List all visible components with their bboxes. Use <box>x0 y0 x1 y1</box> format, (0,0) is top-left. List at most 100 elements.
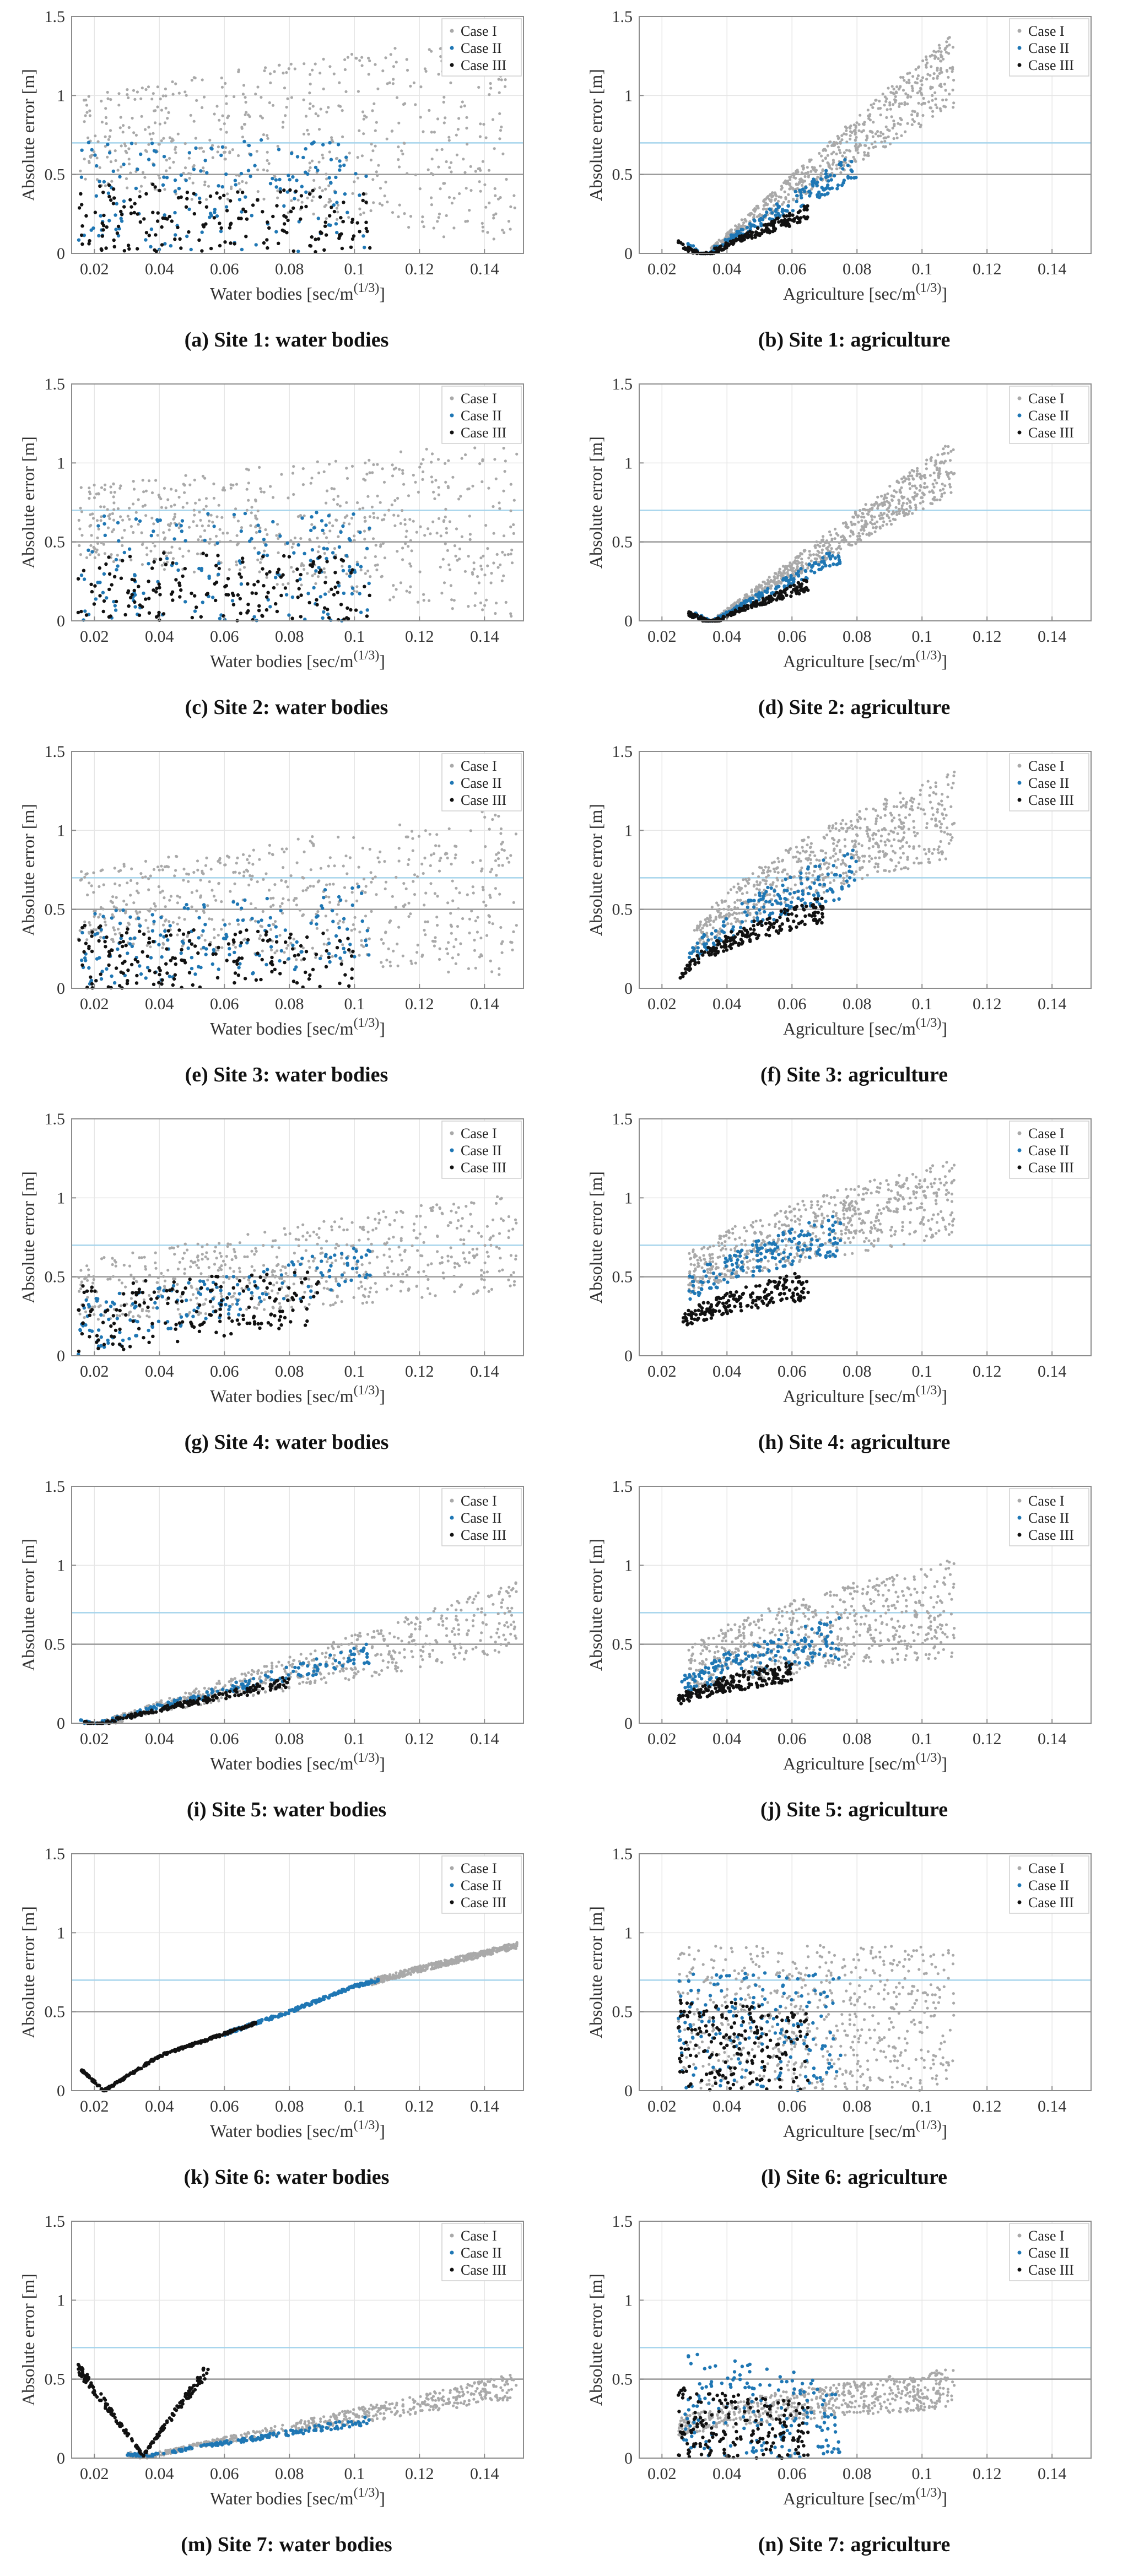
data-point <box>353 539 356 542</box>
data-point <box>163 896 166 900</box>
data-point <box>179 588 183 592</box>
data-point <box>815 183 819 188</box>
data-point <box>207 575 211 578</box>
data-point <box>774 581 778 585</box>
data-point <box>256 551 261 555</box>
y-tick-label: 0 <box>57 612 65 630</box>
data-point <box>300 583 303 587</box>
data-point <box>144 489 148 493</box>
data-point <box>768 193 771 197</box>
data-point <box>126 951 129 955</box>
data-point <box>454 962 457 965</box>
data-point <box>498 892 501 896</box>
data-point <box>248 854 251 858</box>
data-point <box>310 841 314 845</box>
data-point <box>204 497 208 500</box>
data-point <box>479 953 483 956</box>
data-point <box>94 194 98 198</box>
data-point <box>743 597 747 600</box>
data-point <box>835 187 839 191</box>
data-point <box>346 872 349 875</box>
data-point <box>303 62 306 66</box>
data-point <box>849 137 852 140</box>
data-point <box>726 613 730 618</box>
data-point <box>430 203 434 207</box>
data-point <box>403 212 406 215</box>
data-point <box>278 190 283 194</box>
x-tick-label: 0.04 <box>145 260 174 278</box>
data-point <box>334 222 338 226</box>
data-point <box>880 495 883 498</box>
data-point <box>129 558 133 562</box>
data-point <box>332 203 336 207</box>
data-point <box>142 217 146 221</box>
data-point <box>120 213 124 217</box>
data-point <box>364 556 367 560</box>
data-point <box>154 150 158 154</box>
data-point <box>338 164 342 168</box>
data-point <box>900 118 903 122</box>
data-point <box>121 131 125 134</box>
data-point <box>264 933 268 937</box>
data-point <box>203 180 207 183</box>
data-point <box>325 536 328 539</box>
data-point <box>176 225 180 230</box>
data-point <box>112 928 116 932</box>
data-point <box>803 180 807 183</box>
data-point <box>93 210 98 214</box>
data-point <box>852 155 855 159</box>
y-tick-label: 1.5 <box>612 8 633 26</box>
data-point <box>175 561 179 566</box>
data-point <box>344 899 348 902</box>
data-point <box>313 572 317 576</box>
data-point <box>160 139 163 143</box>
data-point <box>871 506 874 510</box>
data-point <box>774 193 778 196</box>
data-point <box>242 870 246 874</box>
data-point <box>122 124 125 127</box>
data-point <box>204 864 208 867</box>
data-point <box>79 879 82 882</box>
data-point <box>137 613 142 617</box>
data-point <box>80 224 84 228</box>
data-point <box>411 837 414 840</box>
data-point <box>338 939 342 943</box>
data-point <box>900 477 904 480</box>
data-point <box>421 954 424 957</box>
data-point <box>209 868 213 871</box>
data-point <box>875 526 878 529</box>
data-point <box>296 250 300 253</box>
data-point <box>245 111 248 114</box>
data-point <box>168 166 171 170</box>
data-point <box>235 174 238 177</box>
data-point <box>865 138 868 142</box>
data-point <box>858 142 861 146</box>
data-point <box>455 153 459 156</box>
data-point <box>159 891 162 894</box>
data-point <box>931 115 935 118</box>
data-point <box>811 182 815 186</box>
data-point <box>484 136 488 139</box>
data-point <box>262 168 266 171</box>
data-point <box>479 937 483 940</box>
data-point <box>236 593 240 597</box>
data-point <box>161 889 164 892</box>
data-point <box>174 962 177 966</box>
data-point <box>290 151 294 155</box>
data-point <box>217 572 220 576</box>
data-point <box>894 95 897 98</box>
data-point <box>99 906 102 909</box>
data-point <box>153 558 156 561</box>
data-point <box>314 237 317 241</box>
data-point <box>190 198 193 201</box>
data-point <box>240 126 244 129</box>
data-point <box>263 69 266 73</box>
data-point <box>144 597 148 601</box>
data-point <box>400 149 403 153</box>
data-point <box>295 178 299 182</box>
data-point <box>212 496 215 500</box>
data-point <box>87 95 90 98</box>
data-point <box>333 571 337 575</box>
data-point <box>104 920 107 924</box>
data-point <box>292 938 295 941</box>
